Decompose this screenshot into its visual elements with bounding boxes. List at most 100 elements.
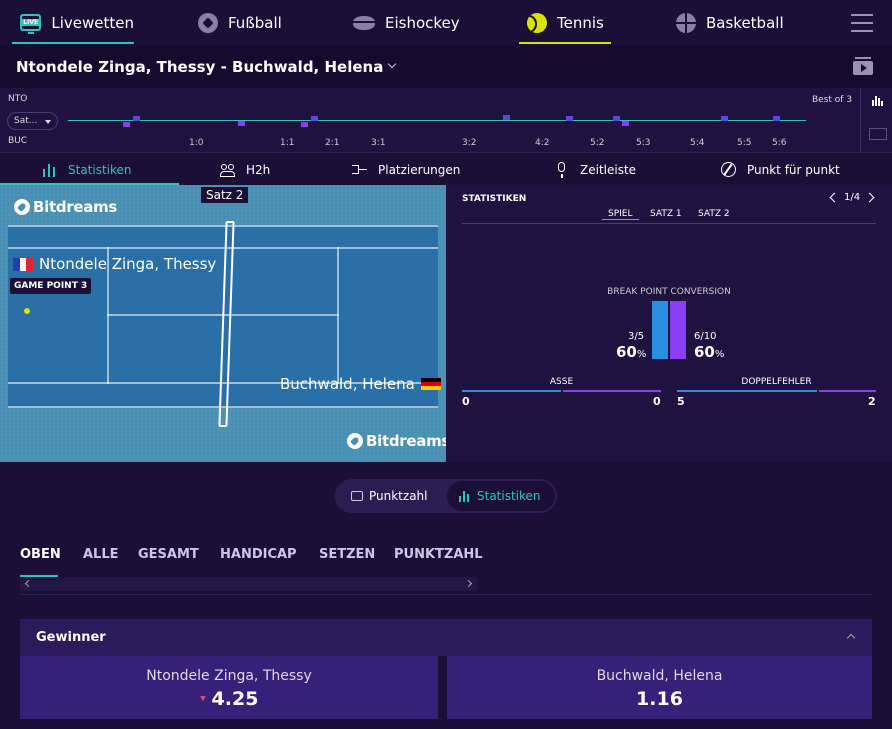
sport-tab-fussball[interactable]: Fußball	[198, 0, 282, 45]
home-player-name: Ntondele Zinga, Thessy	[39, 255, 217, 273]
scroll-right-icon[interactable]	[464, 579, 473, 588]
bar-chart-icon	[42, 162, 58, 178]
basketball-icon	[676, 12, 696, 33]
away-pct-value: 60	[694, 343, 715, 361]
germany-flag-icon	[420, 377, 441, 391]
match-title[interactable]: Ntondele Zinga, Thessy - Buchwald, Helen…	[16, 57, 384, 76]
odd-button-away[interactable]: Buchwald, Helena 1.16	[447, 656, 872, 719]
timeline-score: 1:0	[189, 138, 204, 148]
rocket-icon	[347, 433, 363, 449]
timeline-score: 3:2	[462, 138, 477, 148]
timeline-score: 5:4	[690, 138, 705, 148]
away-break-point-fraction: 6/10	[694, 331, 717, 342]
away-player-label: Buchwald, Helena	[280, 375, 441, 393]
toggle-punktzahl[interactable]: Punktzahl	[339, 481, 439, 511]
toggle-statistiken[interactable]: Statistiken	[447, 481, 555, 511]
live-tv-icon: LIVE	[20, 14, 42, 34]
set-select[interactable]: Sat...	[7, 112, 58, 130]
sport-tab-livewetten[interactable]: LIVE Livewetten	[12, 0, 134, 45]
users-icon	[220, 162, 236, 178]
timeline-point-marker	[133, 116, 140, 121]
sport-tab-tennis[interactable]: Tennis	[519, 0, 611, 45]
market-header-gewinner[interactable]: Gewinner	[20, 619, 872, 656]
timeline-point-marker	[613, 116, 620, 121]
timeline-score: 5:3	[636, 138, 651, 148]
stats-page-indicator: 1/4	[844, 192, 861, 203]
stats-tab-satz-1[interactable]: SATZ 1	[650, 209, 682, 219]
brand-text: Bitdreams	[366, 432, 446, 450]
doppelfehler-home-value: 5	[677, 395, 685, 408]
chevron-down-icon[interactable]	[388, 59, 397, 68]
stats-tab-spiel[interactable]: SPIEL	[602, 209, 639, 220]
active-market-tab-indicator	[20, 575, 58, 577]
game-point-badge: GAME POINT 3	[10, 278, 92, 294]
market-tabs-scrollbar[interactable]	[20, 577, 477, 591]
market-tab-alle[interactable]: ALLE	[83, 547, 119, 562]
market-tab-handicap[interactable]: HANDICAP	[220, 547, 297, 562]
stats-pager: 1/4	[829, 192, 875, 203]
rocket-icon	[14, 199, 30, 215]
break-point-label: BREAK POINT CONVERSION	[607, 287, 731, 297]
timeline-score: 5:6	[772, 138, 787, 148]
sport-label: Basketball	[706, 13, 784, 32]
timeline-point-marker	[721, 116, 728, 121]
toggle-label: Statistiken	[477, 489, 541, 503]
scroll-left-icon[interactable]	[24, 579, 33, 588]
stats-panel: STATISTIKEN 1/4 SPIEL SATZ 1 SATZ 2	[446, 185, 892, 462]
odd-value: 4.25	[20, 688, 438, 710]
tab-platzierungen[interactable]: Platzierungen	[352, 153, 460, 186]
timeline-point-marker	[773, 116, 780, 121]
live-badge-text: LIVE	[22, 19, 40, 26]
market-tab-gesamt[interactable]: GESAMT	[138, 547, 199, 562]
bitdreams-logo: Bitdreams	[347, 432, 446, 450]
court-view-icon[interactable]	[869, 128, 887, 140]
asse-home-bar	[462, 390, 561, 392]
microphone-icon	[554, 161, 570, 178]
timeline-score: 5:2	[590, 138, 605, 148]
doppelfehler-away-bar	[819, 390, 876, 392]
bracket-icon	[352, 162, 368, 178]
stats-tabbar: Statistiken H2h Platzierungen Zeitleiste…	[0, 152, 892, 185]
home-abbr: NTO	[8, 94, 28, 104]
timeline-point-marker	[301, 122, 308, 127]
home-player-label: Ntondele Zinga, Thessy	[13, 255, 216, 273]
tab-label: Punkt für punkt	[747, 162, 840, 177]
tab-punkt-fuer-punkt[interactable]: Punkt für punkt	[721, 153, 840, 186]
tab-h2h[interactable]: H2h	[220, 153, 270, 186]
doppelfehler-home-bar	[677, 390, 817, 392]
market-tab-punktzahl[interactable]: PUNKTZAHL	[394, 547, 483, 562]
tab-statistiken[interactable]: Statistiken	[42, 153, 132, 186]
doppelfehler-away-value: 2	[868, 395, 876, 408]
market-title: Gewinner	[36, 630, 106, 645]
percent-sign: %	[636, 349, 647, 360]
market-tab-oben[interactable]: OBEN	[20, 547, 61, 562]
asse-away-bar	[563, 390, 661, 392]
bar-chart-icon[interactable]	[872, 96, 884, 106]
odds-down-icon	[199, 696, 206, 701]
odd-button-home[interactable]: Ntondele Zinga, Thessy 4.25	[20, 656, 438, 719]
brand-text: Bitdreams	[33, 198, 118, 216]
sport-tab-basketball[interactable]: Basketball	[676, 0, 784, 45]
ball-position-marker	[24, 308, 30, 314]
market-tab-setzen[interactable]: SETZEN	[319, 547, 376, 562]
stats-title: STATISTIKEN	[462, 194, 527, 204]
tab-label: Zeitleiste	[580, 162, 637, 177]
tab-zeitleiste[interactable]: Zeitleiste	[554, 153, 636, 186]
home-break-point-bar	[652, 301, 668, 359]
chevron-left-icon[interactable]	[829, 192, 840, 203]
sport-tab-eishockey[interactable]: Eishockey	[353, 0, 460, 45]
sport-label: Eishockey	[385, 13, 460, 32]
menu-icon[interactable]	[851, 14, 873, 32]
home-break-point-fraction: 3/5	[628, 331, 645, 342]
stats-tab-satz-2[interactable]: SATZ 2	[698, 209, 730, 219]
best-of-label: Best of 3	[812, 95, 853, 105]
asse-away-value: 0	[653, 395, 661, 408]
hockey-puck-icon	[353, 15, 375, 30]
chevron-right-icon[interactable]	[864, 192, 875, 203]
chevron-up-icon[interactable]	[846, 633, 856, 643]
tennis-court	[8, 225, 438, 408]
sport-label: Tennis	[557, 13, 604, 32]
video-stream-icon[interactable]	[853, 57, 873, 75]
away-break-point-bar	[670, 301, 686, 359]
sport-label: Livewetten	[51, 13, 134, 32]
